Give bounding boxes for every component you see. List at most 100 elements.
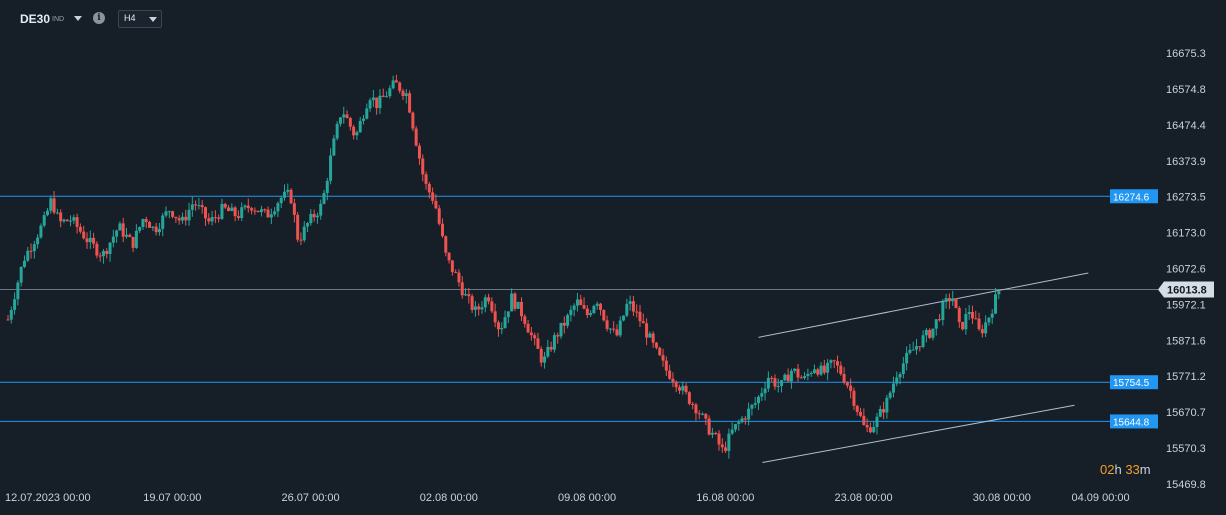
candle-bullish[interactable]	[984, 322, 988, 334]
candle-bearish[interactable]	[947, 298, 951, 302]
candle-bearish[interactable]	[493, 311, 497, 323]
candle-bullish[interactable]	[793, 368, 797, 371]
candle-bullish[interactable]	[157, 228, 161, 233]
candle-bullish[interactable]	[895, 377, 899, 384]
candle-bearish[interactable]	[217, 217, 221, 219]
candle-bearish[interactable]	[154, 226, 158, 233]
candle-bullish[interactable]	[510, 293, 514, 312]
candle-bullish[interactable]	[480, 307, 484, 310]
candle-bearish[interactable]	[75, 217, 79, 227]
candle-bullish[interactable]	[753, 403, 757, 405]
candle-bearish[interactable]	[631, 301, 635, 312]
candle-bullish[interactable]	[276, 203, 280, 212]
candle-bullish[interactable]	[875, 416, 879, 428]
candle-bullish[interactable]	[26, 250, 30, 261]
candle-bullish[interactable]	[62, 219, 66, 222]
candle-bullish[interactable]	[138, 226, 142, 231]
candle-bullish[interactable]	[737, 422, 741, 425]
candle-bearish[interactable]	[562, 322, 566, 326]
candle-bearish[interactable]	[674, 381, 678, 388]
candle-bullish[interactable]	[740, 418, 744, 423]
candle-bearish[interactable]	[470, 296, 474, 310]
candle-bearish[interactable]	[414, 128, 418, 146]
candle-bullish[interactable]	[500, 327, 504, 330]
candle-bearish[interactable]	[98, 255, 102, 257]
candle-bullish[interactable]	[730, 429, 734, 434]
candle-bearish[interactable]	[822, 365, 826, 373]
candle-bullish[interactable]	[378, 95, 382, 109]
candle-bearish[interactable]	[352, 126, 356, 136]
candle-bearish[interactable]	[477, 306, 481, 310]
candle-bullish[interactable]	[503, 317, 507, 328]
candle-bullish[interactable]	[997, 291, 1001, 295]
candle-bearish[interactable]	[78, 226, 82, 232]
candle-bearish[interactable]	[678, 387, 681, 391]
candle-bullish[interactable]	[167, 211, 171, 213]
candle-bearish[interactable]	[299, 239, 303, 241]
candle-bullish[interactable]	[934, 319, 938, 329]
candle-bearish[interactable]	[444, 236, 448, 253]
candle-bearish[interactable]	[496, 322, 500, 330]
candle-bullish[interactable]	[161, 215, 165, 229]
candle-bearish[interactable]	[92, 237, 96, 244]
candle-bearish[interactable]	[381, 95, 385, 97]
candle-bearish[interactable]	[635, 311, 639, 313]
candle-bearish[interactable]	[612, 328, 616, 330]
candle-bullish[interactable]	[618, 320, 622, 336]
candle-bullish[interactable]	[783, 374, 787, 381]
candle-bearish[interactable]	[539, 348, 543, 363]
candle-bearish[interactable]	[938, 319, 942, 321]
candle-bullish[interactable]	[625, 303, 629, 316]
candle-bearish[interactable]	[85, 238, 89, 243]
candle-bullish[interactable]	[747, 408, 751, 420]
candle-bearish[interactable]	[289, 189, 293, 204]
candle-bullish[interactable]	[589, 313, 593, 316]
candle-bearish[interactable]	[536, 338, 540, 349]
candle-bearish[interactable]	[345, 114, 349, 119]
candle-bearish[interactable]	[246, 205, 250, 209]
candle-bullish[interactable]	[111, 236, 115, 243]
candle-bullish[interactable]	[628, 301, 632, 304]
candle-bearish[interactable]	[645, 323, 649, 338]
candle-bearish[interactable]	[928, 329, 932, 338]
candle-bullish[interactable]	[464, 294, 468, 296]
candle-bearish[interactable]	[171, 211, 175, 217]
candle-bearish[interactable]	[605, 320, 609, 329]
candle-bearish[interactable]	[855, 405, 859, 412]
candle-bullish[interactable]	[622, 315, 626, 321]
candle-bullish[interactable]	[829, 360, 833, 363]
candle-bearish[interactable]	[852, 390, 856, 406]
candle-bullish[interactable]	[608, 328, 612, 330]
candle-bearish[interactable]	[786, 374, 790, 382]
candle-bearish[interactable]	[227, 207, 231, 212]
candle-bullish[interactable]	[342, 114, 346, 118]
candle-bullish[interactable]	[391, 80, 395, 89]
candle-bearish[interactable]	[697, 413, 701, 415]
candle-bearish[interactable]	[266, 209, 270, 218]
candle-bearish[interactable]	[845, 382, 849, 386]
candle-bullish[interactable]	[760, 393, 764, 397]
candle-bullish[interactable]	[404, 93, 408, 97]
candle-bearish[interactable]	[454, 272, 458, 274]
candle-bearish[interactable]	[520, 301, 523, 317]
candle-bullish[interactable]	[46, 210, 49, 216]
candle-bullish[interactable]	[516, 301, 520, 309]
candle-bearish[interactable]	[296, 214, 300, 240]
candle-bullish[interactable]	[575, 299, 579, 306]
candle-bullish[interactable]	[750, 404, 754, 409]
candle-bullish[interactable]	[302, 226, 306, 241]
candle-bearish[interactable]	[200, 205, 204, 208]
candle-bullish[interactable]	[16, 282, 20, 300]
candle-bearish[interactable]	[839, 365, 843, 375]
candle-bearish[interactable]	[638, 311, 642, 322]
candle-bearish[interactable]	[599, 303, 602, 310]
candle-bearish[interactable]	[487, 297, 491, 302]
candle-bullish[interactable]	[49, 198, 53, 211]
candle-bullish[interactable]	[335, 123, 339, 139]
candle-bearish[interactable]	[394, 80, 398, 83]
candle-bearish[interactable]	[250, 208, 254, 211]
candle-bearish[interactable]	[671, 378, 675, 382]
candle-bullish[interactable]	[473, 306, 477, 310]
candle-bearish[interactable]	[687, 392, 691, 404]
candle-bearish[interactable]	[717, 433, 721, 445]
